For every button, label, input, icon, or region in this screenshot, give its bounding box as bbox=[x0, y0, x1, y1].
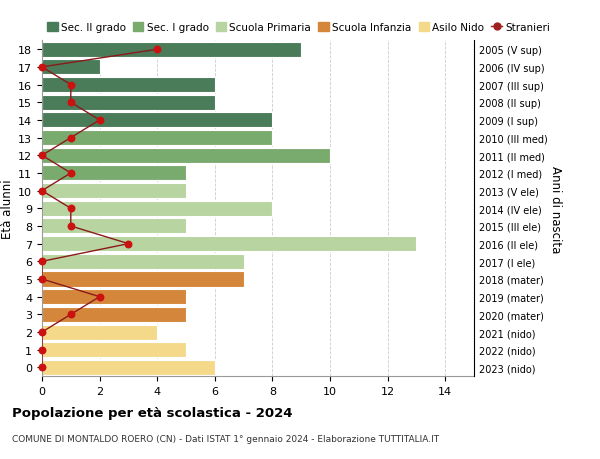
Point bbox=[37, 364, 47, 371]
Y-axis label: Età alunni: Età alunni bbox=[1, 179, 14, 239]
Y-axis label: Anni di nascita: Anni di nascita bbox=[548, 165, 562, 252]
Point bbox=[37, 188, 47, 195]
Bar bbox=[42, 184, 186, 199]
Bar bbox=[42, 290, 186, 304]
Point bbox=[66, 134, 76, 142]
Text: COMUNE DI MONTALDO ROERO (CN) - Dati ISTAT 1° gennaio 2024 - Elaborazione TUTTIT: COMUNE DI MONTALDO ROERO (CN) - Dati IST… bbox=[12, 434, 439, 443]
Point bbox=[66, 311, 76, 319]
Bar bbox=[42, 131, 272, 146]
Point bbox=[95, 117, 104, 124]
Bar bbox=[42, 113, 272, 128]
Bar bbox=[42, 60, 100, 75]
Bar bbox=[42, 307, 186, 322]
Point bbox=[37, 258, 47, 265]
Bar bbox=[42, 325, 157, 340]
Point bbox=[66, 205, 76, 213]
Point bbox=[37, 152, 47, 160]
Bar bbox=[42, 272, 244, 287]
Bar bbox=[42, 95, 215, 111]
Bar bbox=[42, 219, 186, 234]
Point bbox=[124, 241, 133, 248]
Bar bbox=[42, 148, 330, 163]
Point bbox=[66, 223, 76, 230]
Point bbox=[66, 99, 76, 106]
Bar bbox=[42, 360, 215, 375]
Bar bbox=[42, 342, 186, 358]
Point bbox=[66, 82, 76, 89]
Bar bbox=[42, 166, 186, 181]
Text: Popolazione per età scolastica - 2024: Popolazione per età scolastica - 2024 bbox=[12, 406, 293, 419]
Point bbox=[37, 64, 47, 72]
Point bbox=[95, 293, 104, 301]
Bar bbox=[42, 43, 301, 58]
Point bbox=[37, 276, 47, 283]
Point bbox=[37, 329, 47, 336]
Point bbox=[37, 346, 47, 353]
Legend: Sec. II grado, Sec. I grado, Scuola Primaria, Scuola Infanzia, Asilo Nido, Stran: Sec. II grado, Sec. I grado, Scuola Prim… bbox=[47, 23, 550, 33]
Bar bbox=[42, 78, 215, 93]
Bar bbox=[42, 202, 272, 216]
Bar bbox=[42, 254, 244, 269]
Point bbox=[66, 170, 76, 177]
Bar bbox=[42, 237, 416, 252]
Point bbox=[152, 46, 162, 54]
